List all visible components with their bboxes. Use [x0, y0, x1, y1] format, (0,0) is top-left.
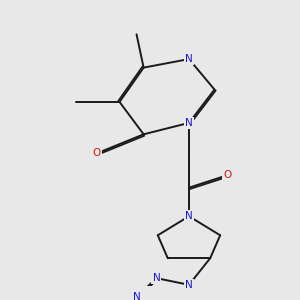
Text: N: N [185, 54, 193, 64]
Text: N: N [152, 273, 160, 283]
Text: N: N [185, 211, 193, 221]
Text: O: O [93, 148, 101, 158]
Text: O: O [223, 170, 231, 180]
Text: N: N [133, 292, 140, 300]
Text: N: N [185, 280, 193, 290]
Text: N: N [185, 118, 193, 128]
